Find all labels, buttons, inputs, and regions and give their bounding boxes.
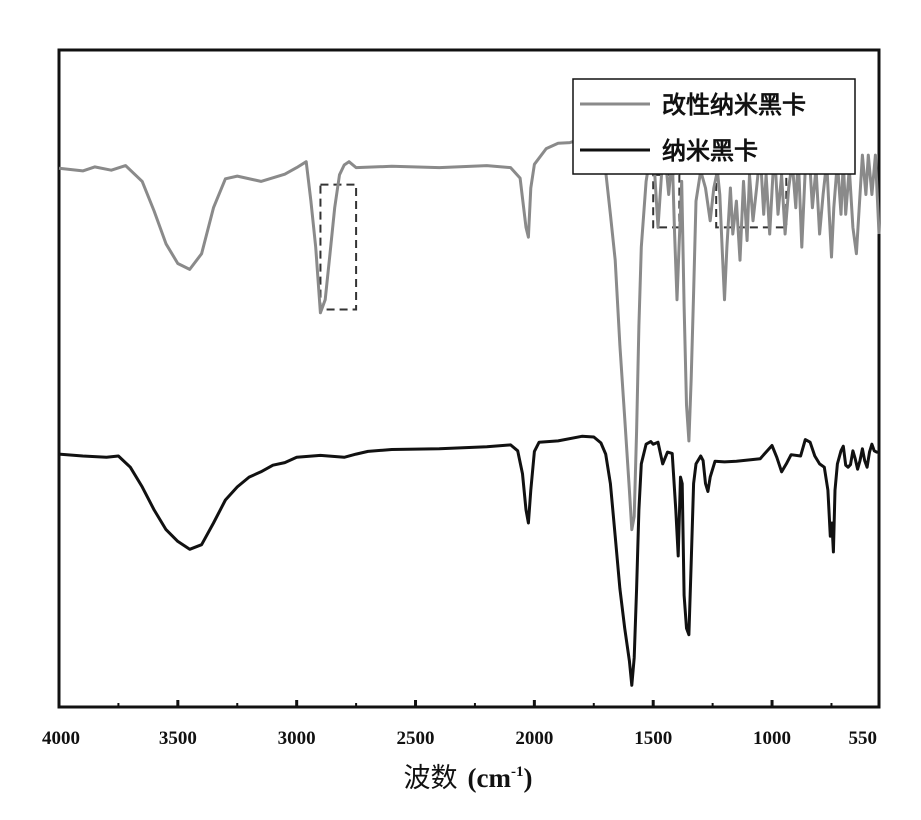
x-tick-label-7: 550 (849, 728, 878, 749)
x-axis-title-unit: (cm (468, 763, 512, 793)
x-tick-label-6: 1000 (753, 728, 791, 749)
x-axis-title: 波数 (cm-1) (404, 763, 533, 794)
series-line-0 (59, 139, 879, 530)
legend-label-plain: 纳米黑卡 (662, 137, 758, 165)
x-tick-label-1: 3500 (159, 728, 197, 749)
x-tick-label-0: 4000 (42, 728, 80, 749)
x-tick-label-4: 2000 (515, 728, 553, 749)
x-tick-label-5: 1500 (634, 728, 672, 749)
series-line-1 (59, 436, 879, 685)
legend-label-modified: 改性纳米黑卡 (662, 91, 806, 119)
x-axis-title-close: ) (523, 763, 532, 793)
x-tick-label-3: 2500 (397, 728, 435, 749)
x-tick-label-2: 3000 (278, 728, 316, 749)
x-axis-title-sup: -1 (511, 764, 524, 780)
series-lines (59, 139, 879, 686)
legend: 改性纳米黑卡 纳米黑卡 (573, 79, 855, 174)
x-axis-title-main: 波数 (404, 763, 458, 794)
